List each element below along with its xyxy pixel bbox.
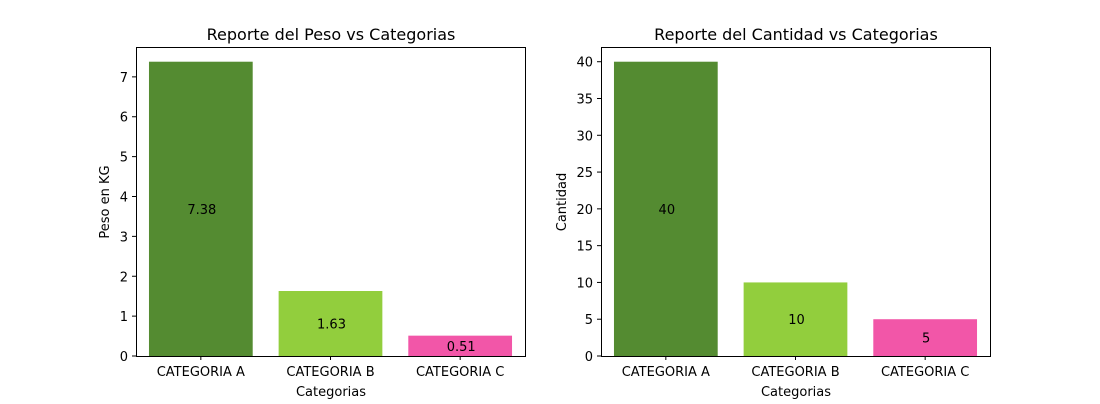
quantity-x-tick-label: CATEGORIA B xyxy=(751,365,839,380)
weight-data-label-categoria-b: 1.63 xyxy=(317,318,346,333)
quantity-bar-categoria-a xyxy=(613,61,718,357)
weight-chart-panel: Reporte del Peso vs Categorias 7.38 1.63 0… xyxy=(98,25,526,400)
quantity-y-tick-label: 10 xyxy=(576,276,593,291)
quantity-y-tick-label: 40 xyxy=(576,56,593,71)
quantity-x-axis-label: Categorias xyxy=(761,385,831,400)
weight-y-tick-label: 5 xyxy=(120,151,128,166)
quantity-chart-panel: Reporte del Cantidad vs Categorias 40 10 5… xyxy=(555,25,991,400)
weight-y-tick-label: 6 xyxy=(120,111,128,126)
weight-y-axis-label: Peso en KG xyxy=(98,165,113,238)
quantity-bars xyxy=(613,61,978,357)
weight-y-tick-label: 1 xyxy=(120,310,128,325)
quantity-x-axis: CATEGORIA A CATEGORIA B CATEGORIA C xyxy=(622,356,969,380)
weight-data-label-categoria-c: 0.51 xyxy=(447,340,476,355)
quantity-y-tick-label: 0 xyxy=(585,350,593,365)
quantity-y-tick-label: 5 xyxy=(585,313,593,328)
quantity-data-label-categoria-a: 40 xyxy=(659,203,676,218)
quantity-data-label-categoria-c: 5 xyxy=(922,332,930,347)
quantity-y-tick-label: 15 xyxy=(576,240,593,255)
weight-x-tick-label: CATEGORIA B xyxy=(286,365,374,380)
quantity-chart-title: Reporte del Cantidad vs Categorias xyxy=(654,25,938,44)
weight-y-tick-label: 3 xyxy=(120,230,128,245)
weight-x-tick-label: CATEGORIA A xyxy=(157,365,245,380)
weight-x-axis: CATEGORIA A CATEGORIA B CATEGORIA C xyxy=(157,356,504,380)
weight-y-tick-label: 7 xyxy=(120,71,128,86)
weight-y-tick-label: 2 xyxy=(120,270,128,285)
quantity-y-tick-label: 25 xyxy=(576,166,593,181)
quantity-y-tick-label: 30 xyxy=(576,129,593,144)
quantity-y-axis-label: Cantidad xyxy=(555,173,570,231)
quantity-x-tick-label: CATEGORIA C xyxy=(881,365,969,380)
quantity-y-tick-label: 35 xyxy=(576,93,593,108)
weight-bar-categoria-a xyxy=(148,61,253,357)
quantity-data-label-categoria-b: 10 xyxy=(788,313,805,328)
weight-x-axis-label: Categorias xyxy=(296,385,366,400)
quantity-y-tick-label: 20 xyxy=(576,203,593,218)
weight-bars xyxy=(148,61,513,357)
weight-data-label-categoria-a: 7.38 xyxy=(187,203,216,218)
weight-bar-categoria-c xyxy=(408,335,513,356)
quantity-data-labels: 40 10 5 xyxy=(659,203,931,347)
quantity-x-tick-label: CATEGORIA A xyxy=(622,365,710,380)
weight-bar-categoria-b xyxy=(278,291,383,356)
weight-chart-title: Reporte del Peso vs Categorias xyxy=(207,25,456,44)
weight-y-tick-label: 4 xyxy=(120,191,128,206)
quantity-bar-categoria-b xyxy=(743,282,848,356)
weight-x-tick-label: CATEGORIA C xyxy=(416,365,504,380)
quantity-bar-categoria-c xyxy=(873,319,978,356)
weight-data-labels: 7.38 1.63 0.51 xyxy=(187,203,475,355)
quantity-y-axis: 0 5 10 15 20 25 30 35 40 xyxy=(576,56,601,365)
weight-y-tick-label: 0 xyxy=(120,350,128,365)
weight-y-axis: 0 1 2 3 4 5 6 7 xyxy=(120,71,136,365)
